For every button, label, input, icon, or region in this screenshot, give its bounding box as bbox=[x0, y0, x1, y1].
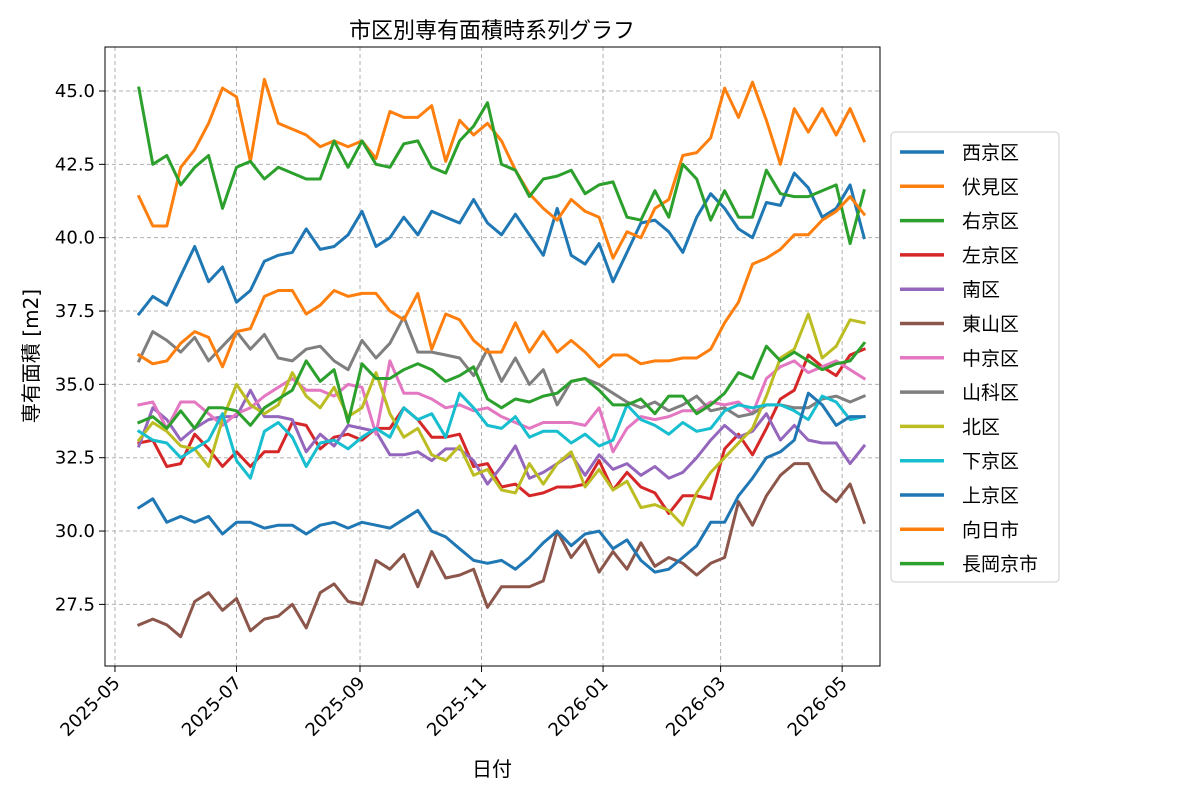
series-line-5 bbox=[136, 462, 867, 639]
y-tick-label: 30.0 bbox=[55, 521, 95, 542]
series-line-9 bbox=[136, 391, 866, 480]
series-line-7 bbox=[136, 315, 867, 419]
series-line-10 bbox=[136, 391, 866, 574]
series-line-11 bbox=[136, 195, 867, 369]
series-line-1 bbox=[136, 77, 867, 260]
legend-label: 右京区 bbox=[962, 211, 1019, 233]
legend-box bbox=[890, 131, 1060, 583]
series-line-12 bbox=[136, 341, 867, 430]
y-tick-label: 42.5 bbox=[55, 154, 95, 175]
x-axis-label: 日付 bbox=[472, 757, 512, 781]
y-tick-label: 45.0 bbox=[55, 81, 95, 102]
legend-label: 北区 bbox=[962, 416, 1000, 438]
series-line-0 bbox=[136, 171, 866, 317]
legend-label: 上京区 bbox=[962, 485, 1019, 507]
legend-label: 西京区 bbox=[962, 142, 1019, 164]
legend-label: 伏見区 bbox=[962, 176, 1019, 198]
y-axis-label: 専有面積 [m2] bbox=[19, 289, 43, 423]
legend-label: 東山区 bbox=[962, 314, 1019, 336]
legend-label: 下京区 bbox=[962, 451, 1019, 473]
series-line-2 bbox=[137, 86, 866, 246]
y-tick-label: 32.5 bbox=[55, 448, 95, 469]
series-line-4 bbox=[136, 388, 867, 486]
plot-frame bbox=[104, 46, 881, 667]
y-tick-label: 40.0 bbox=[55, 228, 95, 249]
y-tick-label: 35.0 bbox=[55, 374, 95, 395]
legend-label: 長岡京市 bbox=[962, 554, 1038, 576]
series-lines bbox=[136, 77, 867, 639]
legend-label: 左京区 bbox=[962, 245, 1019, 267]
y-tick-label: 37.5 bbox=[55, 301, 95, 322]
legend-label: 山科区 bbox=[962, 382, 1019, 404]
legend-label: 中京区 bbox=[962, 348, 1019, 370]
y-tick-label: 27.5 bbox=[55, 594, 95, 615]
legend-label: 向日市 bbox=[962, 519, 1019, 541]
series-line-8 bbox=[136, 312, 866, 527]
chart-title: 市区別専有面積時系列グラフ bbox=[349, 19, 635, 44]
legend-label: 南区 bbox=[962, 279, 1000, 301]
series-line-3 bbox=[137, 347, 867, 515]
